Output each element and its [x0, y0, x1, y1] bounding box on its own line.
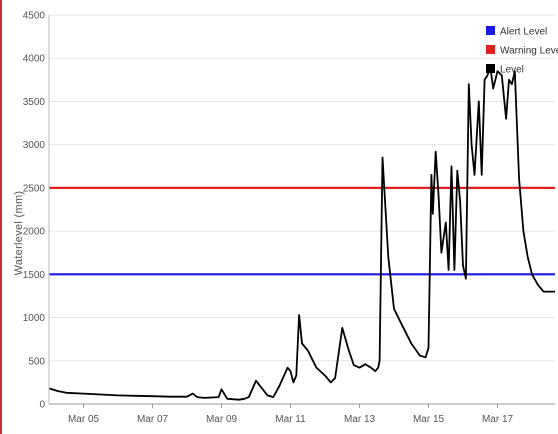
series-line-level: [48, 66, 555, 401]
y-tick-label: 2500: [23, 183, 46, 194]
y-tick-label: 3500: [23, 97, 46, 108]
x-tick-label: Mar 11: [275, 414, 306, 425]
series-layer: [48, 66, 555, 401]
legend-swatch: [486, 26, 495, 35]
legend-label: Level: [500, 65, 524, 76]
y-tick-label: 4000: [23, 54, 46, 65]
x-tick-label: Mar 13: [344, 414, 376, 425]
y-tick-label: 1500: [23, 270, 46, 281]
axis-layer: 0 500 1000 1500 2000 2500 3000 3500 4000 4500 Mar …: [23, 11, 555, 425]
threshold-layer: [49, 186, 555, 276]
y-axis-label: Waterlevel (mm): [13, 191, 25, 276]
x-tick-label: Mar 15: [413, 414, 445, 425]
x-tick-label: Mar 05: [68, 414, 100, 425]
y-tick-label: 4500: [23, 11, 46, 22]
legend-label: Alert Level: [500, 27, 547, 38]
legend: Alert Level Warning Level Level: [486, 26, 558, 76]
y-tick-label: 500: [28, 356, 45, 367]
y-tick-label: 3000: [23, 140, 46, 151]
y-tick-label: 0: [39, 400, 45, 411]
legend-label: Warning Level: [500, 46, 558, 57]
x-tick-label: Mar 07: [137, 414, 169, 425]
y-tick-label: 1000: [23, 313, 46, 324]
x-tick-label: Mar 09: [206, 414, 238, 425]
x-tick-label: Mar 17: [482, 414, 514, 425]
legend-swatch: [486, 64, 495, 73]
y-tick-label: 2000: [23, 227, 46, 238]
legend-swatch: [486, 45, 495, 54]
